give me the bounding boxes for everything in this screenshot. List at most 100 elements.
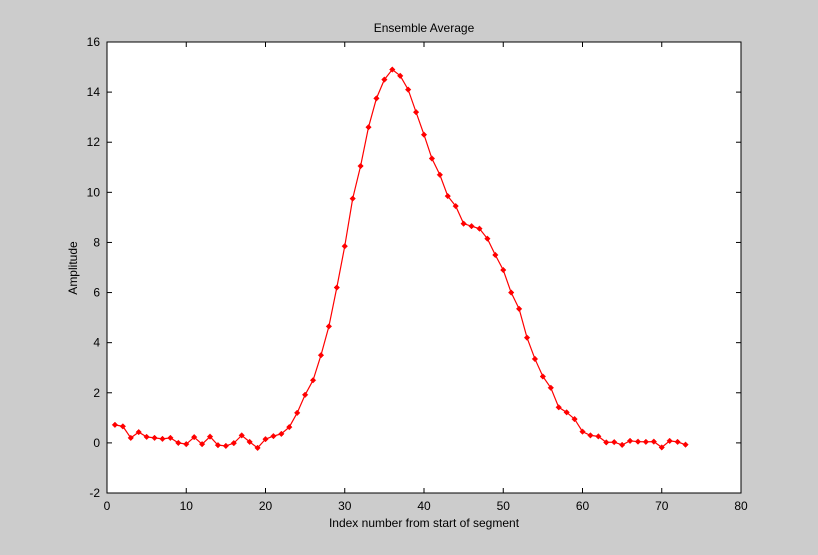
data-point	[262, 435, 269, 443]
data-point	[191, 433, 198, 441]
plot-area	[107, 42, 741, 493]
y-tick-label: 10	[87, 185, 101, 199]
data-point	[508, 289, 515, 296]
chart-title: Ensemble Average	[374, 21, 475, 35]
data-point	[611, 438, 618, 446]
data-point	[563, 409, 570, 416]
data-point	[484, 235, 491, 242]
data-point	[626, 437, 634, 445]
data-point	[547, 384, 554, 391]
data-point	[468, 223, 475, 230]
data-point	[460, 220, 467, 227]
data-point	[119, 423, 127, 430]
data-point	[270, 432, 277, 440]
data-point	[587, 432, 594, 439]
data-point	[571, 415, 578, 423]
plot-frame	[106, 41, 742, 494]
data-point	[436, 171, 444, 178]
data-point	[373, 95, 380, 102]
data-point	[658, 444, 665, 451]
data-point	[349, 195, 356, 202]
data-point	[159, 435, 166, 443]
data-point	[682, 441, 689, 448]
data-point	[650, 438, 657, 445]
y-tick-label: 6	[93, 286, 100, 300]
data-point	[603, 439, 610, 446]
x-axis: 0 10 20 30 40 50 60 70 80	[104, 42, 748, 513]
y-tick-label: -2	[89, 486, 100, 500]
data-point	[634, 438, 642, 445]
data-point	[420, 131, 428, 138]
x-tick-label: 80	[734, 499, 748, 513]
data-point	[127, 434, 134, 442]
data-point	[428, 155, 436, 162]
data-point	[222, 442, 230, 450]
data-point	[325, 323, 333, 330]
y-tick-label: 12	[87, 135, 101, 149]
x-tick-label: 40	[417, 499, 431, 513]
data-point	[278, 430, 285, 438]
y-tick-label: 4	[93, 336, 100, 350]
data-point	[357, 162, 364, 170]
x-tick-label: 70	[655, 499, 669, 513]
data-point	[500, 266, 507, 274]
data-point	[523, 334, 531, 341]
x-tick-label: 0	[104, 499, 111, 513]
data-point	[595, 433, 602, 440]
data-point	[515, 305, 523, 312]
data-point	[412, 109, 420, 116]
x-tick-label: 20	[259, 499, 273, 513]
data-point	[333, 284, 340, 291]
data-point	[492, 251, 499, 259]
data-point	[317, 352, 325, 359]
data-point	[397, 72, 404, 79]
data-point	[539, 373, 547, 380]
data-point	[381, 76, 388, 83]
data-point	[135, 428, 142, 436]
data-point	[579, 428, 586, 435]
data-point	[309, 377, 317, 384]
data-point	[365, 124, 372, 131]
x-tick-label: 50	[497, 499, 511, 513]
data-point	[143, 433, 150, 441]
y-tick-label: 14	[87, 85, 101, 99]
data-point	[151, 434, 158, 442]
data-point	[301, 391, 309, 398]
data-point	[452, 202, 459, 210]
data-point	[254, 444, 261, 452]
data-point	[444, 192, 451, 200]
data-point	[531, 355, 539, 363]
data-point	[666, 437, 673, 445]
data-point	[389, 66, 396, 73]
y-tick-label: 8	[93, 235, 100, 249]
data-point	[286, 423, 293, 431]
data-point	[294, 409, 301, 416]
data-point	[642, 438, 650, 446]
data-markers	[111, 66, 689, 452]
x-tick-label: 30	[338, 499, 352, 513]
data-point	[246, 438, 253, 446]
data-point	[183, 440, 190, 448]
data-point	[555, 404, 562, 411]
data-point	[111, 421, 119, 429]
x-tick-label: 10	[180, 499, 194, 513]
data-point	[618, 441, 626, 449]
data-point	[341, 243, 348, 250]
x-tick-label: 60	[576, 499, 590, 513]
x-axis-label: Index number from start of segment	[329, 516, 520, 530]
data-point	[175, 439, 182, 447]
data-point	[230, 439, 237, 447]
y-tick-label: 0	[93, 436, 100, 450]
data-point	[214, 441, 222, 449]
data-point	[206, 433, 214, 440]
data-point	[198, 440, 206, 448]
data-point	[404, 86, 412, 93]
data-point	[167, 434, 174, 442]
y-tick-label: 2	[93, 386, 100, 400]
data-point	[238, 432, 245, 439]
data-point	[476, 225, 483, 232]
data-point	[674, 438, 681, 446]
y-axis-label: Amplitude	[66, 241, 80, 295]
y-tick-label: 16	[87, 35, 101, 49]
